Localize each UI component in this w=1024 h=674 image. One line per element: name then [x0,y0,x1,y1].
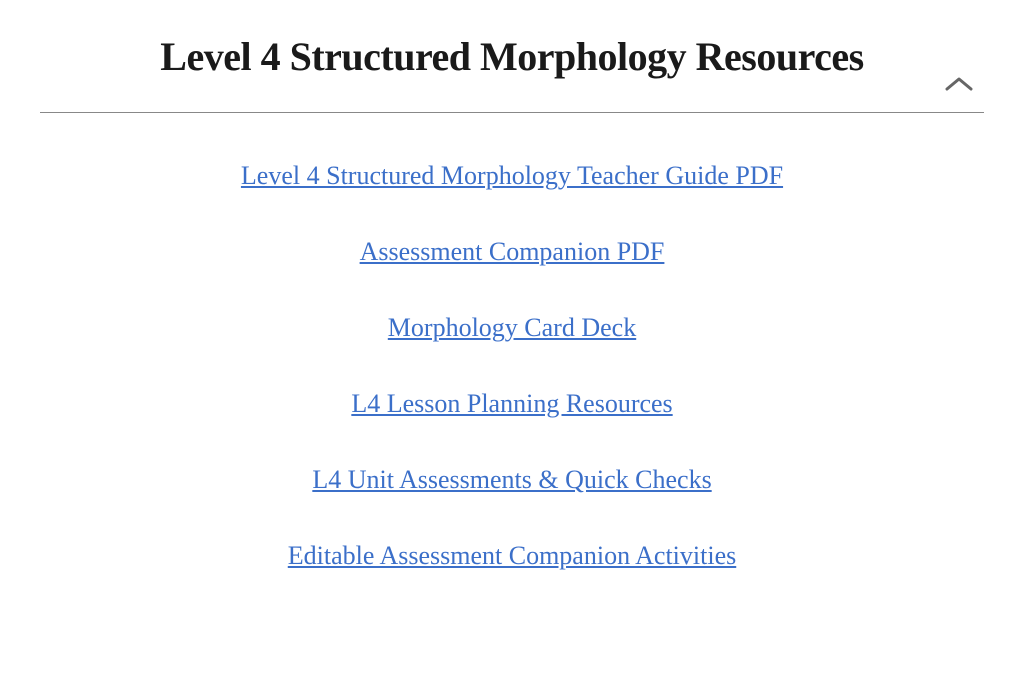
resource-link[interactable]: Level 4 Structured Morphology Teacher Gu… [241,161,783,191]
page-title: Level 4 Structured Morphology Resources [160,30,863,84]
collapse-toggle[interactable] [944,75,974,93]
resource-link[interactable]: Assessment Companion PDF [360,237,665,267]
header-row: Level 4 Structured Morphology Resources [40,30,984,113]
chevron-up-icon [944,75,974,93]
resource-link[interactable]: L4 Unit Assessments & Quick Checks [312,465,711,495]
resource-link[interactable]: Morphology Card Deck [388,313,636,343]
page-container: Level 4 Structured Morphology Resources … [40,30,984,571]
resource-links-list: Level 4 Structured Morphology Teacher Gu… [40,161,984,571]
resource-link[interactable]: Editable Assessment Companion Activities [288,541,736,571]
resource-link[interactable]: L4 Lesson Planning Resources [351,389,672,419]
